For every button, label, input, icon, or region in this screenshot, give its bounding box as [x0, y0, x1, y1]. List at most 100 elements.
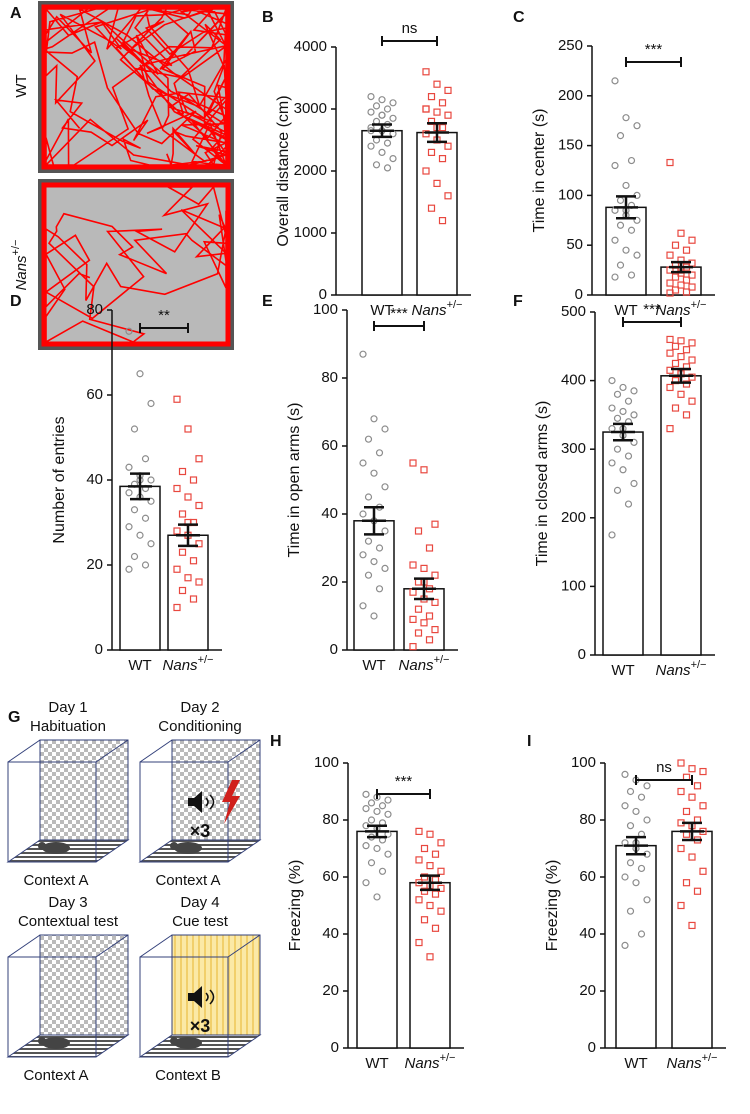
- data-point: [643, 896, 651, 904]
- data-point: [389, 99, 397, 107]
- data-point: [626, 787, 635, 796]
- mouse: [174, 1037, 202, 1049]
- data-point: [189, 595, 198, 603]
- data-point: [671, 359, 680, 368]
- data-point: [444, 86, 452, 95]
- y-tick-label: 60: [86, 386, 103, 403]
- data-point: [375, 449, 384, 457]
- y-tick-label: 80: [579, 811, 596, 828]
- box-back: [39, 739, 129, 841]
- data-point: [178, 510, 187, 518]
- y-tick-label: 100: [313, 301, 338, 318]
- data-point: [444, 142, 452, 150]
- data-point: [189, 476, 198, 484]
- y-tick-label: 0: [575, 286, 583, 303]
- data-point: [688, 793, 696, 801]
- data-point: [433, 179, 441, 187]
- data-point: [362, 879, 370, 887]
- panel-label: C: [513, 9, 525, 26]
- data-point: [173, 484, 181, 493]
- significance-bracket: [381, 36, 438, 46]
- y-tick-label: 100: [314, 754, 339, 771]
- data-point: [616, 221, 625, 229]
- data-point: [409, 459, 417, 467]
- data-point: [611, 236, 619, 244]
- data-point: [688, 373, 696, 381]
- y-axis-label: Overall distance (cm): [275, 95, 292, 246]
- data-point: [409, 615, 417, 624]
- data-point: [367, 92, 375, 101]
- data-point: [677, 390, 685, 398]
- data-point: [370, 612, 378, 620]
- bar: [361, 129, 403, 296]
- data-point: [147, 476, 155, 484]
- y-tick-label: 2000: [294, 162, 327, 179]
- data-point: [426, 901, 434, 910]
- y-tick-label: 4000: [294, 38, 327, 55]
- data-point: [141, 455, 150, 463]
- y-tick-label: 1000: [294, 224, 327, 241]
- y-tick-label: 0: [319, 286, 327, 303]
- data-point: [409, 642, 417, 651]
- y-tick-label: 40: [579, 925, 596, 942]
- y-tick-label: 300: [561, 440, 586, 457]
- data-point: [375, 585, 384, 593]
- sound-waves: [205, 989, 215, 1005]
- y-axis-label: Freezing (%): [287, 860, 304, 952]
- significance-bracket: [635, 775, 693, 785]
- data-point: [426, 861, 434, 870]
- data-point: [415, 938, 423, 947]
- error-bar: [370, 123, 394, 139]
- data-point: [372, 161, 381, 169]
- y-tick-label: 20: [321, 573, 338, 590]
- significance-bracket: [376, 789, 431, 799]
- data-point: [125, 327, 133, 335]
- context-label: Context A: [23, 1067, 88, 1084]
- data-point: [616, 132, 625, 140]
- x-tick-label: WT: [128, 657, 151, 674]
- data-point: [677, 759, 685, 767]
- track-image: [38, 179, 234, 350]
- data-point: [420, 873, 429, 881]
- data-point: [420, 916, 429, 924]
- y-axis-label: Time in open arms (s): [286, 403, 303, 558]
- significance: ***: [395, 773, 413, 790]
- y-tick-label: 200: [558, 87, 583, 104]
- data-point: [426, 830, 434, 838]
- data-point: [699, 867, 707, 875]
- y-tick-label: 150: [558, 137, 583, 154]
- data-point: [420, 887, 429, 895]
- y-tick-label: 40: [322, 925, 339, 942]
- x-tick-label: Nans+/−: [163, 654, 214, 674]
- data-point: [688, 283, 696, 291]
- data-point: [666, 279, 674, 287]
- data-point: [147, 399, 155, 408]
- panel-label: D: [10, 293, 22, 310]
- data-point: [425, 636, 434, 644]
- track: [44, 185, 228, 344]
- data-point: [373, 844, 381, 853]
- significance: ***: [390, 305, 408, 322]
- data-point: [624, 452, 633, 460]
- day-label: Day 4: [180, 894, 219, 911]
- data-point: [370, 415, 378, 423]
- data-point: [367, 108, 375, 116]
- data-point: [630, 479, 638, 488]
- data-point: [415, 856, 423, 864]
- data-point: [682, 380, 691, 388]
- data-point: [367, 859, 376, 867]
- data-point: [178, 586, 187, 595]
- data-point: [632, 807, 640, 816]
- data-point: [378, 96, 386, 104]
- y-tick-label: 0: [95, 641, 103, 658]
- data-point: [438, 217, 447, 225]
- data-point: [373, 807, 381, 816]
- y-tick-label: 20: [322, 982, 339, 999]
- x-tick-label: WT: [362, 657, 385, 674]
- data-point: [626, 859, 635, 867]
- mouse-head: [38, 842, 46, 850]
- data-point: [666, 349, 674, 357]
- data-point: [608, 531, 616, 539]
- data-point: [666, 251, 674, 259]
- data-point: [621, 873, 629, 881]
